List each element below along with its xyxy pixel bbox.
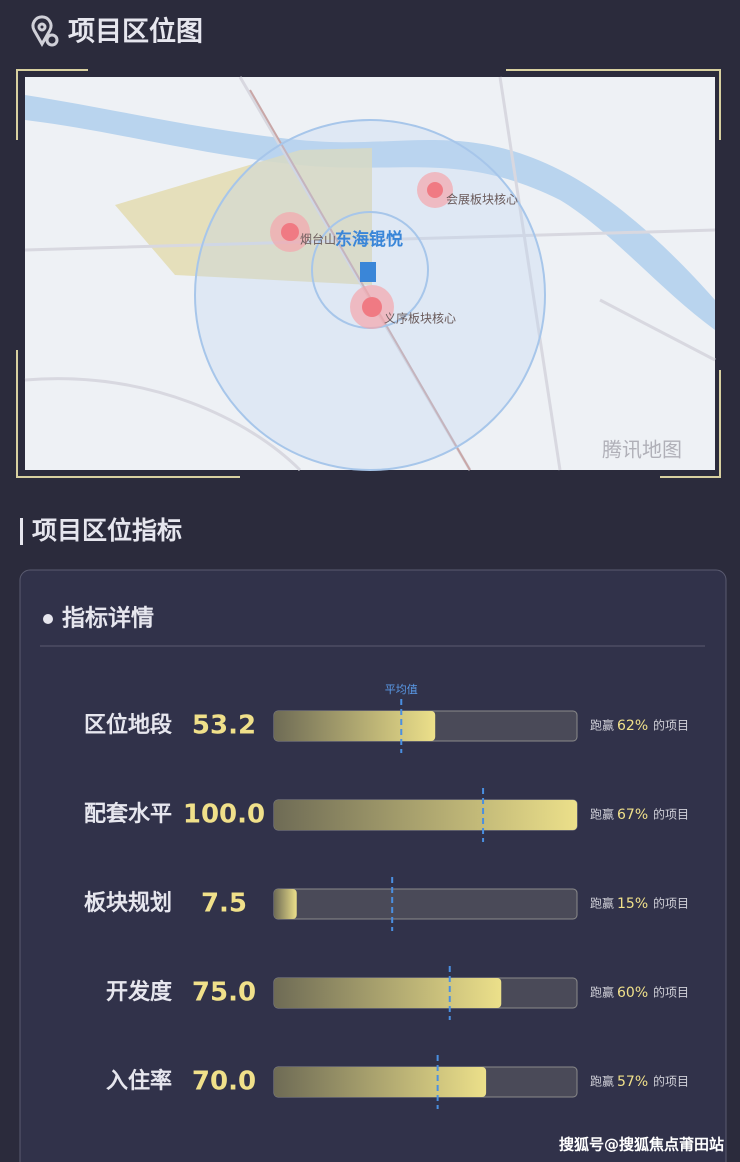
beat-suffix: 的项目 — [653, 896, 689, 911]
beat-prefix: 跑赢 — [590, 807, 614, 822]
beat-suffix: 的项目 — [653, 718, 689, 733]
indicator-name: 配套水平 — [84, 801, 172, 827]
bar-fill — [274, 889, 297, 919]
bar-track — [273, 888, 578, 920]
beat-prefix: 跑赢 — [590, 718, 614, 733]
map-provider: 腾讯地图 — [602, 438, 682, 462]
beat-suffix: 的项目 — [653, 985, 689, 1000]
map-label: 烟台山 — [300, 232, 336, 247]
card-title: 指标详情 — [62, 605, 154, 632]
indicator-score: 7.5 — [201, 889, 247, 919]
indicator-score: 75.0 — [192, 978, 256, 1008]
indicator-name: 入住率 — [106, 1068, 172, 1094]
average-label: 平均值 — [385, 683, 418, 696]
map-label: 义序板块核心 — [384, 311, 456, 326]
section-title: 项目区位指标 — [32, 516, 182, 545]
bar-fill — [274, 800, 577, 830]
beat-prefix: 跑赢 — [590, 1074, 614, 1089]
beat-prefix: 跑赢 — [590, 985, 614, 1000]
watermark: 搜狐号@搜狐焦点莆田站 — [559, 1136, 724, 1154]
indicator-score: 70.0 — [192, 1067, 256, 1097]
indicator-score: 100.0 — [183, 800, 265, 830]
indicator-name: 板块规划 — [84, 891, 172, 916]
map: 烟台山 东海锟悦 会展板块核心 义序板块核心 腾讯地图 — [16, 69, 721, 478]
beat-percent: 15% — [617, 896, 648, 912]
beat-prefix: 跑赢 — [590, 896, 614, 911]
bar-fill — [274, 1067, 487, 1097]
indicator-score: 53.2 — [192, 711, 256, 741]
beat-percent: 57% — [617, 1074, 648, 1090]
beat-percent: 62% — [617, 718, 648, 734]
location-icon — [31, 15, 59, 48]
beat-suffix: 的项目 — [653, 1074, 689, 1089]
beat-suffix: 的项目 — [653, 807, 689, 822]
bar-fill — [274, 711, 436, 741]
indicator-name: 开发度 — [106, 979, 173, 1005]
section-marker — [20, 518, 23, 545]
header-title: 项目区位图 — [68, 16, 203, 48]
bullet — [43, 614, 53, 624]
map-project-label: 东海锟悦 — [335, 229, 403, 250]
bar-fill — [274, 978, 502, 1008]
beat-percent: 67% — [617, 807, 648, 823]
map-label: 会展板块核心 — [446, 193, 518, 207]
indicator-name: 区位地段 — [84, 712, 172, 738]
beat-percent: 60% — [617, 985, 648, 1001]
